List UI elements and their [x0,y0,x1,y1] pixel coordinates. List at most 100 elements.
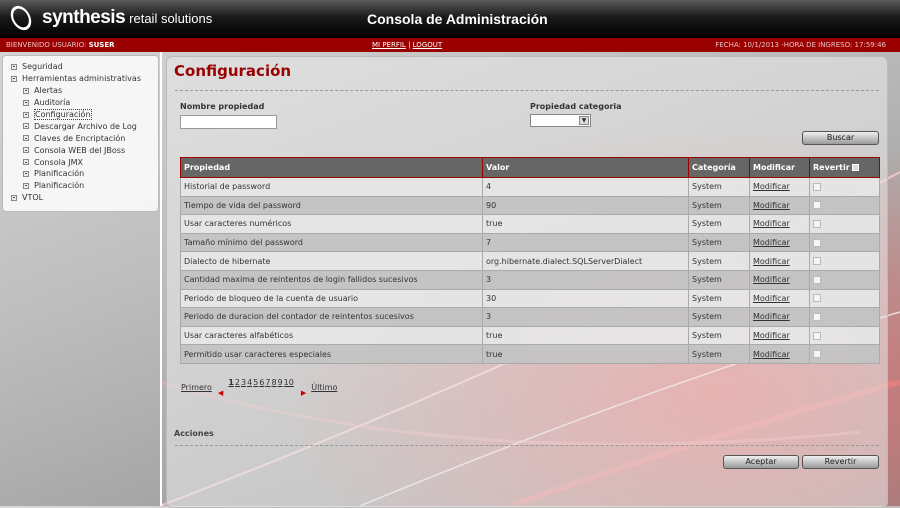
category-cell: System [688,214,750,234]
modify-link[interactable]: Modificar [753,275,790,285]
sidebar-item-label: Consola JMX [34,157,84,167]
my-profile-link[interactable]: MI PERFIL [372,41,406,49]
chevron-down-icon[interactable]: ▼ [579,116,589,125]
revert-checkbox[interactable] [813,312,821,321]
page-title: Configuración [174,62,292,80]
property-name-input[interactable] [180,115,277,129]
page-link[interactable]: 5 [253,378,259,387]
synthesis-logo: synthesis retail solutions [6,2,212,34]
table-row: Permitido usar caracteres especiales true… [180,344,880,364]
expand-icon[interactable] [11,63,17,70]
expand-icon[interactable] [23,135,29,142]
sidebar-item[interactable]: Consola WEB del JBoss [11,144,158,156]
page-link[interactable]: 7 [265,378,271,387]
revert-checkbox[interactable] [813,201,821,210]
revert-cell [809,195,880,216]
search-button[interactable]: Buscar [802,131,879,145]
category-select[interactable]: ▼ [530,114,591,127]
sidebar-item[interactable]: Consola JMX [11,156,158,168]
sidebar-item-label: Planificación [34,169,85,179]
expand-icon[interactable] [23,159,29,166]
first-page-link[interactable]: Primero [181,383,212,392]
next-arrow-icon[interactable]: ▶ [300,389,307,397]
revert-checkbox[interactable] [813,257,821,266]
revert-checkbox[interactable] [813,331,821,340]
modify-link[interactable]: Modificar [753,349,790,359]
sidebar-item[interactable]: Planificación [11,168,158,180]
sidebar-item[interactable]: VTOL [11,192,158,204]
revert-checkbox[interactable] [813,275,821,284]
revert-checkbox[interactable] [813,182,821,191]
modify-link[interactable]: Modificar [753,200,790,210]
page-link[interactable]: 6 [259,378,265,387]
sidebar-item[interactable]: Seguridad [11,61,158,73]
page-link[interactable]: 1 [228,378,234,387]
sidebar-item-label: VTOL [22,193,44,203]
sidebar-item[interactable]: Herramientas administrativas [11,73,158,85]
expand-icon[interactable] [23,147,29,154]
page-link[interactable]: 3 [240,378,247,387]
modify-link[interactable]: Modificar [753,238,790,248]
revert-checkbox[interactable] [813,219,821,228]
modify-link[interactable]: Modificar [753,331,790,341]
app-header: synthesis retail solutions Consola de Ad… [0,0,900,38]
sidebar-item[interactable]: Planificación [11,180,158,192]
revert-checkbox[interactable] [813,238,821,247]
revert-cell [809,307,880,327]
expand-icon[interactable] [23,111,29,118]
modify-link[interactable]: Modificar [753,182,790,192]
sidebar-item[interactable]: Alertas [11,85,158,97]
category-cell: System [688,344,750,364]
revert-button[interactable]: Revertir [802,455,879,469]
sidebar-item-label: Planificación [34,181,85,191]
sidebar-item[interactable]: Descargar Archivo de Log [11,120,158,132]
modify-link[interactable]: Modificar [753,256,790,266]
expand-icon[interactable] [23,123,29,130]
sidebar-item[interactable]: Claves de Encriptación [11,132,158,144]
revert-checkbox[interactable] [813,350,821,359]
revert-checkbox[interactable] [813,294,821,303]
sidebar-item[interactable]: Auditoría [11,97,158,109]
expand-icon[interactable] [23,170,29,177]
revert-cell [809,325,880,346]
column-header: Categoría [688,157,750,178]
expand-icon[interactable] [23,87,29,94]
page-link[interactable]: 10 [283,378,294,387]
page-link[interactable]: 4 [247,378,253,387]
select-all-checkbox[interactable] [851,164,859,171]
last-page-link[interactable]: Último [311,383,338,392]
property-cell: Dialecto de hibernate [180,251,483,271]
logout-link[interactable]: LOGOUT [412,41,443,49]
property-cell: Usar caracteres numéricos [180,214,483,234]
value-cell: true [482,325,689,346]
modify-cell: Modificar [749,195,810,216]
value-cell: org.hibernate.dialect.SQLServerDialect [482,251,689,271]
table-row: Dialecto de hibernate org.hibernate.diale… [180,251,880,271]
app-title: Consola de Administración [367,11,548,27]
value-cell: true [482,344,689,364]
page-link[interactable]: 8 [271,378,277,387]
expand-icon[interactable] [23,99,29,106]
property-cell: Usar caracteres alfabéticos [180,325,483,346]
page-link[interactable]: 2 [234,378,240,387]
expand-icon[interactable] [23,182,29,189]
revert-cell [809,177,880,197]
value-cell: true [482,214,689,234]
modify-link[interactable]: Modificar [753,312,790,322]
prev-arrow-icon[interactable]: ◀ [217,389,224,397]
accept-button[interactable]: Aceptar [723,455,799,469]
username: SUSER [88,41,115,49]
collapse-icon[interactable] [11,75,17,82]
modify-link[interactable]: Modificar [753,219,790,229]
table-row: Tiempo de vida del password 90 System Modif… [180,195,880,216]
category-cell: System [688,251,750,271]
sidebar-item-label: Claves de Encriptación [34,133,126,143]
sidebar-item[interactable]: Configuración [11,109,158,121]
modify-link[interactable]: Modificar [753,293,790,303]
expand-icon[interactable] [11,194,17,201]
modify-cell: Modificar [749,232,810,253]
sidebar-item-label: Configuración [34,109,92,120]
link-separator: | [408,41,411,49]
login-date: FECHA: 10/1/2013 -HORA DE INGRESO: 17:59… [715,41,886,49]
page-link[interactable]: 9 [277,378,283,387]
